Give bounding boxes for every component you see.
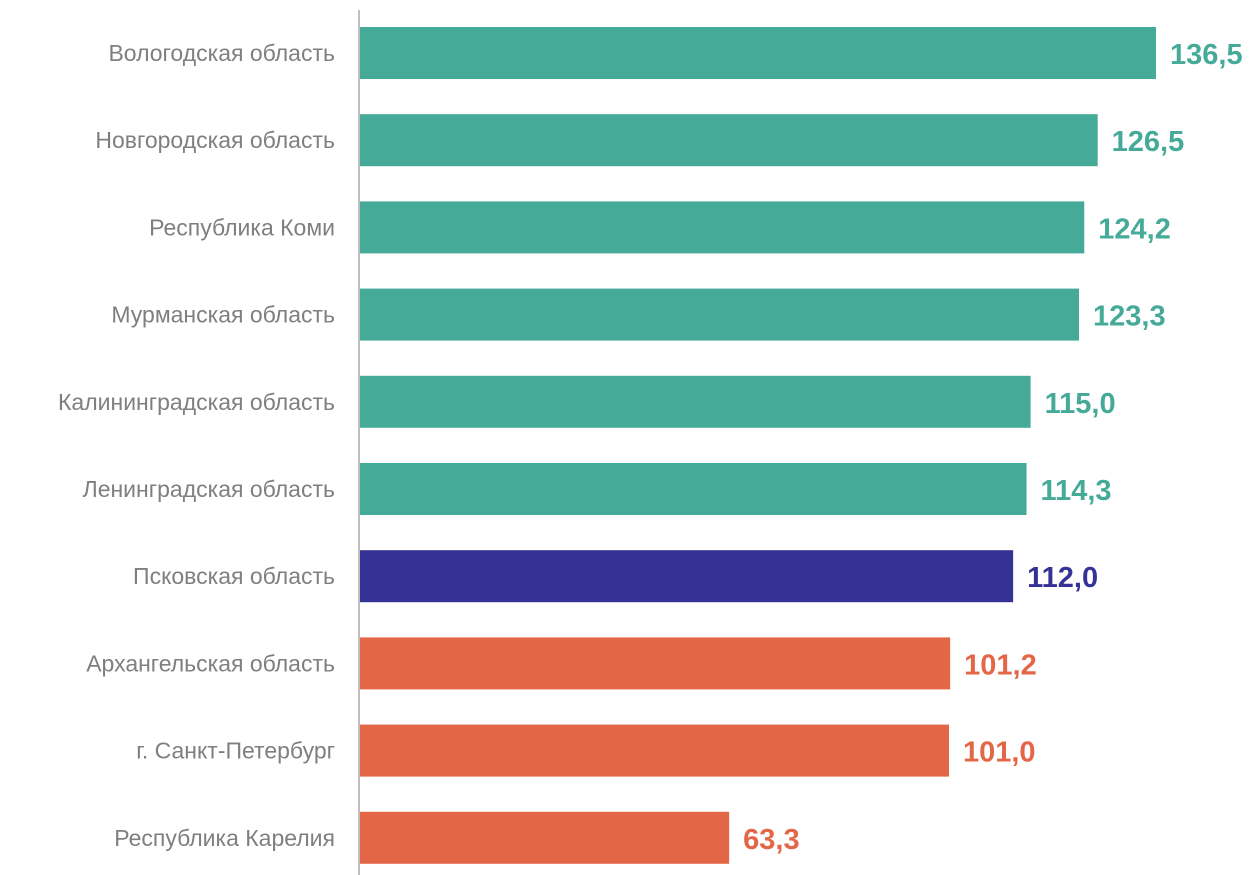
category-label: г. Санкт-Петербург xyxy=(136,738,335,764)
category-labels-group: Вологодская область Новгородская область Р… xyxy=(58,40,335,851)
value-label: 112,0 xyxy=(1027,562,1098,594)
value-label: 101,2 xyxy=(964,649,1037,681)
category-label: Республика Карелия xyxy=(114,825,335,851)
bar xyxy=(360,288,1080,341)
bar xyxy=(360,27,1156,79)
bar xyxy=(360,637,951,690)
value-label: 126,5 xyxy=(1112,126,1185,158)
value-label: 63,3 xyxy=(743,824,799,856)
value-label: 136,5 xyxy=(1170,39,1243,71)
value-label: 123,3 xyxy=(1093,301,1166,333)
category-label: Ленинградская область xyxy=(83,476,335,502)
bar xyxy=(360,463,1027,515)
category-label: Калининградская область xyxy=(58,389,335,415)
bar xyxy=(360,114,1098,167)
value-label: 101,0 xyxy=(963,737,1036,769)
bar xyxy=(360,201,1085,254)
bar xyxy=(360,724,949,777)
category-label: Архангельская область xyxy=(86,650,335,676)
value-label: 114,3 xyxy=(1041,475,1112,507)
category-label: Вологодская область xyxy=(108,40,335,66)
value-label: 124,2 xyxy=(1098,213,1171,245)
bars-group xyxy=(360,27,1156,864)
category-label: Новгородская область xyxy=(95,127,335,153)
bar xyxy=(360,811,730,864)
value-labels-group: 136,5 126,5 124,2 123,3 115,0 114,3 112,0 101,2… xyxy=(743,39,1242,856)
value-label: 115,0 xyxy=(1045,388,1116,420)
category-label: Псковская область xyxy=(133,563,335,589)
category-label: Мурманская область xyxy=(111,302,335,328)
bar xyxy=(360,550,1014,603)
bar xyxy=(360,375,1031,428)
category-label: Республика Коми xyxy=(149,214,335,240)
